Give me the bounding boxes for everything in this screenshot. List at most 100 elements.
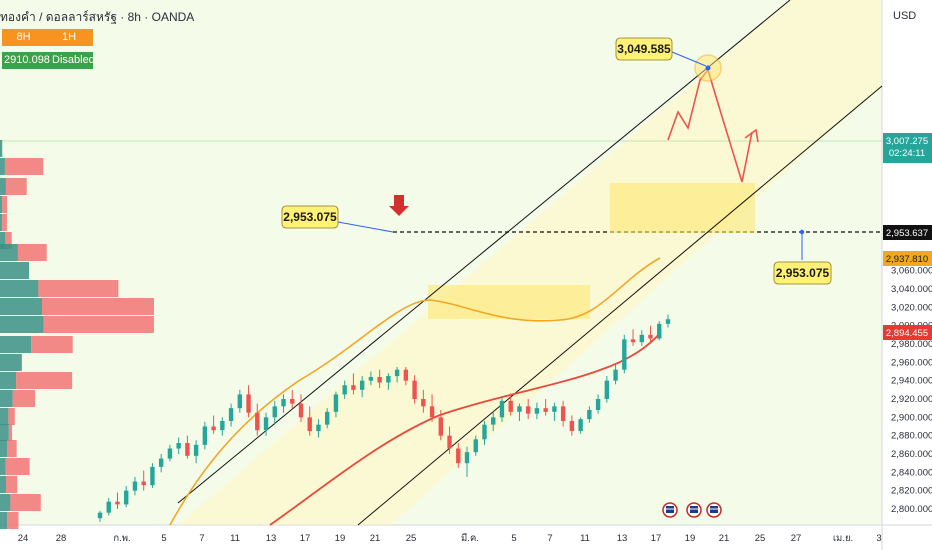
candle-body [132, 481, 138, 491]
y-tick-label: 2,920.000 [891, 394, 932, 405]
y-tick-label: 2,980.000 [891, 339, 932, 350]
candle-body [298, 403, 304, 418]
y-tick-label: 3,060.000 [891, 266, 932, 277]
volume-profile-up-bar [0, 390, 13, 407]
x-tick-label: ก.พ. [113, 533, 130, 544]
volume-profile-up-bar [0, 280, 39, 297]
volume-profile-down-bar [2, 214, 7, 231]
y-tick-label: 2,880.000 [891, 431, 932, 442]
candle-body [167, 448, 173, 459]
candle-body [499, 400, 505, 418]
volume-profile-down-bar [31, 336, 73, 353]
candle-body [508, 400, 513, 412]
candle-body [421, 398, 426, 407]
x-tick-label: 7 [199, 533, 204, 544]
ema-fast-line [169, 257, 661, 526]
volume-profile-down-bar [38, 280, 119, 297]
candle-body [604, 380, 610, 399]
y-tick-label: 3,040.000 [891, 284, 932, 295]
callout-text: 2,953.075 [283, 210, 337, 224]
volume-profile-up-bar [0, 316, 44, 333]
candle-body [220, 420, 225, 431]
candle-body [106, 501, 111, 513]
volume-profile-up-bar [0, 494, 11, 511]
price-label-text: 3,007.275 [886, 136, 928, 147]
x-tick-label: 25 [755, 533, 766, 544]
candle-body [377, 376, 382, 383]
volume-profile-down-bar [17, 244, 47, 261]
volume-profile-down-bar [8, 424, 13, 441]
candle-body [333, 394, 339, 412]
volume-profile-up-bar [0, 178, 6, 195]
volume-profile-down-bar [7, 440, 17, 457]
volume-profile-up-bar [0, 244, 18, 261]
y-tick-label: 2,940.000 [891, 376, 932, 387]
volume-profile-up-bar [0, 262, 29, 279]
volume-profile-up-bar [0, 336, 32, 353]
volume-profile-up-bar [0, 476, 7, 493]
volume-profile-down-bar [2, 196, 8, 213]
candle-body [281, 398, 286, 407]
price-label-text: 2,894.455 [886, 328, 928, 339]
candle-body [456, 448, 461, 464]
x-tick-label: 17 [651, 533, 662, 544]
x-tick-label: 11 [230, 533, 240, 544]
target-callout-line [671, 51, 707, 67]
candle-body [202, 426, 208, 445]
y-tick-label: 3,020.000 [891, 302, 932, 313]
callout-box [281, 205, 339, 229]
candle-body [595, 398, 601, 410]
channel-lower-line [357, 85, 883, 526]
indicator-value-badge: 2910.098 [2, 52, 52, 69]
candle-body [412, 380, 417, 399]
x-tick-label: 28 [56, 533, 67, 544]
demand-zone-1 [428, 285, 590, 319]
price-label-box [883, 325, 932, 340]
currency-label[interactable]: USD [893, 10, 917, 22]
volume-profile-down-bar [5, 458, 30, 475]
us-event-icon [706, 502, 722, 518]
ema-fast-price-label: 2,937.810 [883, 251, 932, 266]
price-label-box [883, 251, 932, 266]
candle-body [429, 406, 435, 418]
volume-profile-up-bar [0, 196, 3, 213]
symbol-title[interactable]: ทองคำ / ดอลลาร์สหรัฐ · 8h · OANDA [0, 8, 194, 27]
callout-text: 2,953.075 [776, 266, 830, 280]
right-callout-dot [799, 229, 805, 235]
ema-slow-price-label: 2,894.455 [883, 325, 932, 340]
volume-profile-down-bar [4, 158, 44, 175]
volume-profile-up-bar [0, 214, 3, 231]
volume-profile-down-bar [8, 408, 15, 425]
candle-body [368, 376, 374, 381]
price-label-text: 2,953.637 [886, 228, 928, 239]
volume-profile-down-bar [10, 494, 41, 511]
volume-profile-up-bar [0, 424, 9, 441]
candle-body [185, 442, 190, 456]
candle-body [552, 406, 557, 412]
candle-body [211, 426, 216, 431]
callout-text: 3,049.585 [617, 42, 671, 56]
down-arrow-marker [389, 195, 409, 216]
candle-body [307, 417, 312, 432]
x-tick-label: เม.ย. [833, 533, 853, 544]
us-event-icon [662, 502, 678, 518]
demand-zone-2 [610, 183, 755, 233]
us-event-icon [686, 502, 702, 518]
callout-box [615, 37, 673, 61]
y-tick-label: 2,960.000 [891, 357, 932, 368]
candle-body [613, 369, 618, 381]
x-tick-label: 11 [580, 533, 590, 544]
volume-profile-up-bar [0, 298, 42, 315]
time-axis-background [0, 525, 882, 550]
candle-body [569, 420, 575, 432]
volume-profile-up-bar [0, 158, 5, 175]
volume-profile-up-bar [0, 440, 8, 457]
candle-body [560, 406, 566, 421]
candle-body [657, 323, 662, 339]
symbol-line: ทองคำ / ดอลลาร์สหรัฐ · 8h · OANDA [0, 10, 195, 24]
candle-body [141, 481, 146, 486]
candle-body [438, 417, 443, 436]
candle-body [517, 406, 522, 412]
